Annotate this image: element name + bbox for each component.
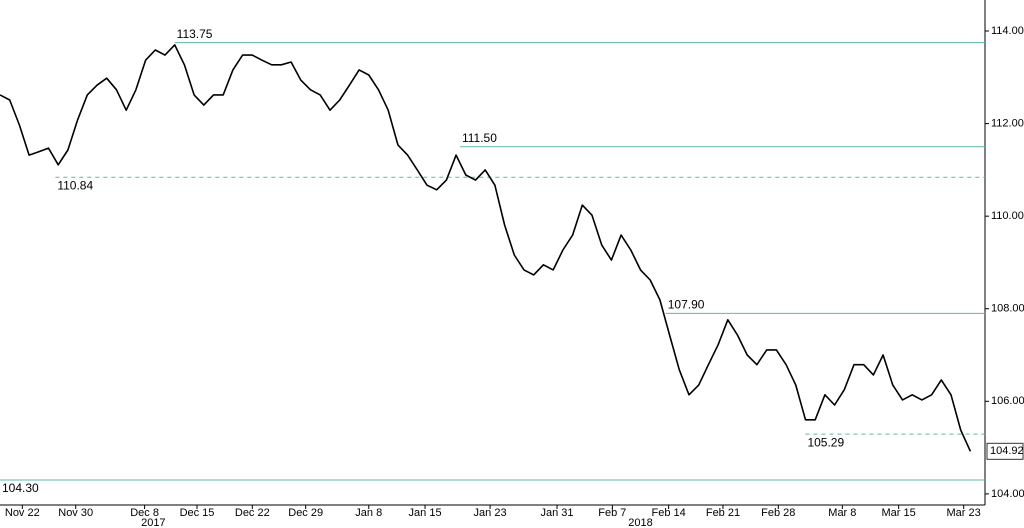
last-price-label: 104.92 bbox=[990, 445, 1024, 457]
y-tick-label: 106.00 bbox=[991, 395, 1024, 407]
y-tick-label: 104.00 bbox=[991, 488, 1024, 500]
level-label: 110.84 bbox=[57, 178, 93, 192]
level-label: 111.50 bbox=[462, 131, 497, 145]
x-group-label: 2017 bbox=[141, 517, 165, 528]
y-tick-label: 110.00 bbox=[991, 210, 1024, 222]
x-tick-label: Feb 14 bbox=[652, 507, 686, 519]
x-tick-label: Dec 29 bbox=[288, 507, 323, 519]
x-tick-label: Mar 15 bbox=[882, 507, 916, 519]
x-tick-label: Feb 21 bbox=[706, 507, 740, 519]
x-tick-label: Dec 8 bbox=[130, 507, 159, 519]
last-price-box bbox=[986, 442, 1024, 460]
y-tick-label: 108.00 bbox=[991, 303, 1024, 315]
x-tick-label: Mar 23 bbox=[947, 507, 981, 519]
y-tick-label: 112.00 bbox=[991, 117, 1024, 129]
x-tick-label: Mar 8 bbox=[828, 507, 856, 519]
level-label: 104.30 bbox=[2, 481, 39, 495]
level-label: 107.90 bbox=[668, 298, 705, 312]
x-tick-label: Nov 30 bbox=[58, 507, 93, 519]
level-label: 105.29 bbox=[807, 435, 844, 449]
x-tick-label: Jan 8 bbox=[355, 507, 382, 519]
x-tick-label: Dec 22 bbox=[235, 507, 270, 519]
x-tick-label: Feb 28 bbox=[761, 507, 795, 519]
price-line bbox=[0, 44, 972, 452]
level-label: 113.75 bbox=[177, 27, 213, 41]
x-tick-label: Jan 31 bbox=[541, 507, 574, 519]
x-group-label: 2018 bbox=[628, 517, 652, 528]
x-tick-label: Feb 7 bbox=[598, 507, 626, 519]
y-tick-label: 114.00 bbox=[991, 25, 1024, 37]
x-tick-label: Dec 15 bbox=[180, 507, 215, 519]
x-tick-label: Jan 23 bbox=[474, 507, 507, 519]
x-tick-label: Nov 22 bbox=[5, 507, 40, 519]
x-tick-label: Jan 15 bbox=[409, 507, 442, 519]
